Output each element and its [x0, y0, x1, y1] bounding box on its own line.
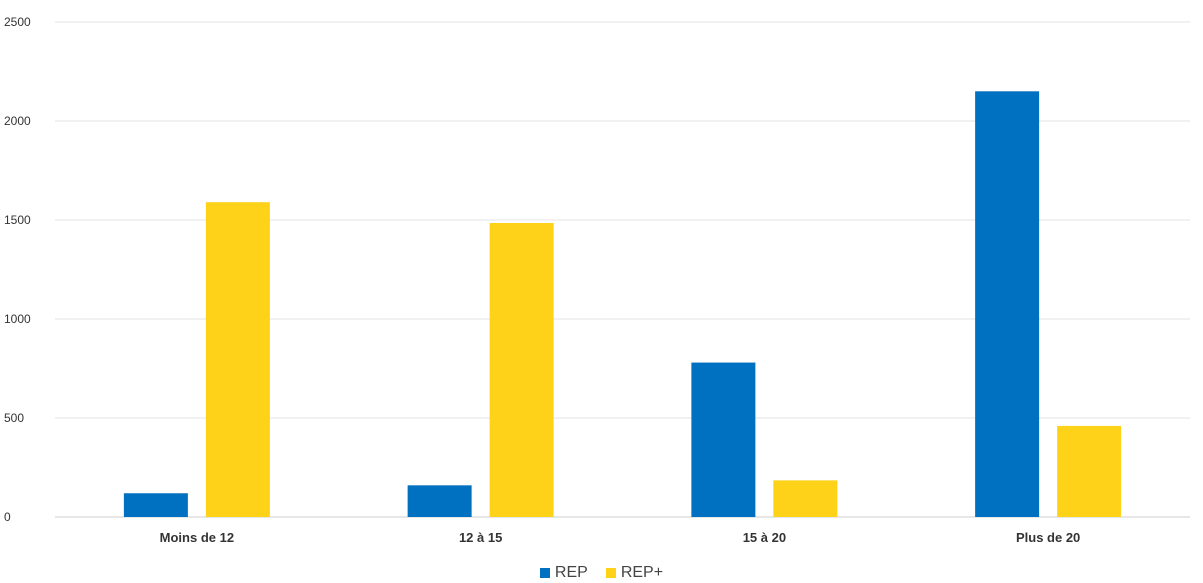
- legend-label-rep-plus: REP+: [620, 564, 664, 581]
- x-category-label: Moins de 12: [160, 530, 234, 545]
- y-tick-label: 500: [4, 411, 24, 425]
- y-tick-label: 2000: [4, 114, 31, 128]
- y-tick-label: 2500: [4, 15, 31, 29]
- x-category-label: 15 à 20: [743, 530, 786, 545]
- x-category-label: 12 à 15: [459, 530, 502, 545]
- y-tick-label: 1500: [4, 213, 31, 227]
- y-tick-label: 0: [4, 510, 11, 524]
- legend: REP REP+: [0, 564, 1203, 582]
- bar-rep: [691, 362, 756, 517]
- bar-rep-plus: [1057, 425, 1122, 517]
- bar-rep-plus: [489, 222, 554, 517]
- legend-item-rep: REP: [539, 564, 588, 582]
- legend-swatch-rep: [539, 568, 550, 578]
- bar-rep: [123, 493, 188, 517]
- y-axis-tick-labels: 0 500 1000 1500 2000 2500: [4, 15, 31, 524]
- bar-rep-plus: [205, 202, 270, 517]
- y-tick-label: 1000: [4, 312, 31, 326]
- legend-item-rep-plus: REP+: [605, 564, 664, 582]
- bar-rep: [407, 485, 472, 517]
- x-category-label: Plus de 20: [1016, 530, 1080, 545]
- bars: [123, 91, 1122, 518]
- bar-rep: [975, 91, 1040, 518]
- legend-swatch-rep-plus: [605, 568, 616, 578]
- chart-plot-area: 0 500 1000 1500 2000 2500 Moins de 12 12 à 15 1…: [4, 15, 1190, 545]
- legend-label-rep: REP: [554, 564, 588, 581]
- x-axis-category-labels: Moins de 12 12 à 15 15 à 20 Plus de 20: [160, 530, 1081, 545]
- bar-rep-plus: [773, 480, 838, 517]
